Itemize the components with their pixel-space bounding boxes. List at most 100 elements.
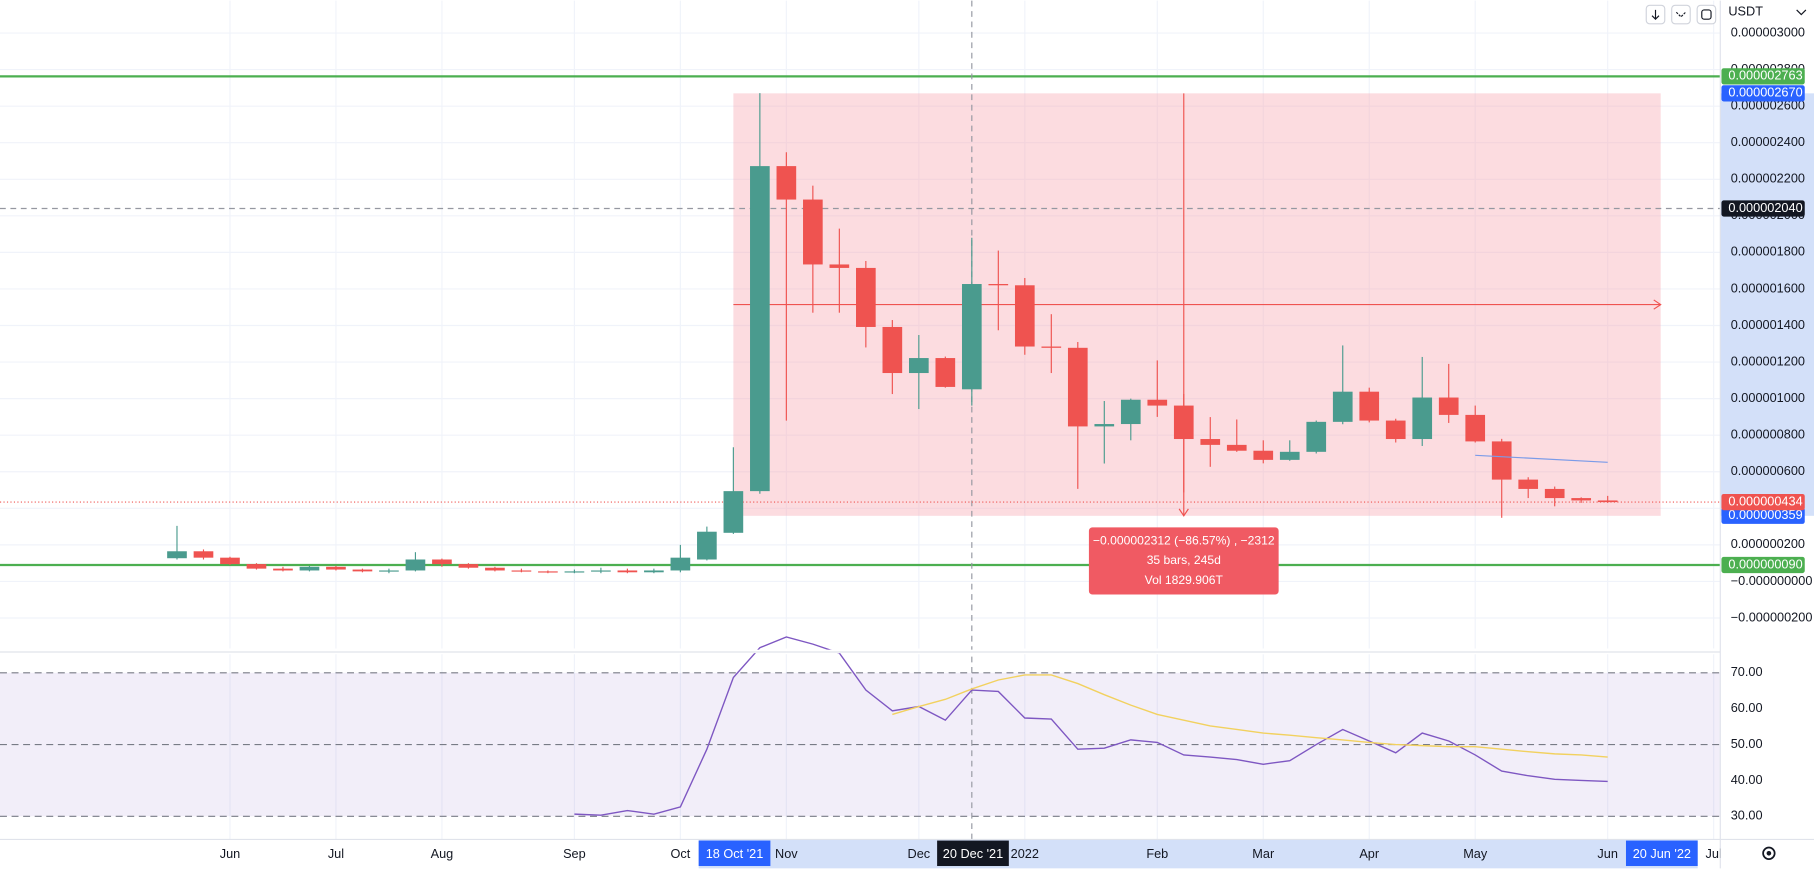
candle-body: [1253, 450, 1274, 460]
y-tick-label: 0.000001000: [1731, 390, 1805, 405]
currency-label: USDT: [1728, 4, 1763, 19]
price-label-bg: [1721, 85, 1805, 102]
x-tick-label: Nov: [775, 846, 798, 861]
candle-body: [432, 559, 452, 565]
candle-body: [1173, 405, 1194, 440]
candle-body: [511, 570, 532, 572]
time-label-bg: [698, 840, 771, 867]
price-label-bg: [1721, 494, 1805, 511]
candle-body: [1544, 488, 1565, 499]
candle-body: [167, 551, 187, 559]
time-label: 18 Oct '21: [706, 846, 764, 861]
grid: [0, 0, 1721, 840]
y-tick-label: −0.000000000: [1731, 573, 1813, 588]
x-tick-label: Dec: [908, 846, 931, 861]
candle-body: [1385, 420, 1406, 440]
price-label: 0.000000090: [1728, 556, 1802, 571]
menu-arrow[interactable]: [1796, 9, 1807, 16]
candle-body: [299, 566, 320, 571]
x-tick-label: Jun: [220, 846, 241, 861]
candle-body: [1465, 414, 1486, 442]
price-label-bg: [1721, 556, 1805, 574]
candle-body: [1226, 444, 1247, 451]
candle-body: [961, 284, 982, 390]
icon: [1766, 850, 1772, 856]
arrow-head: [1653, 299, 1662, 310]
icon: [1651, 9, 1660, 20]
settings-button[interactable]: [1762, 846, 1776, 860]
candle-body: [1597, 500, 1618, 503]
candle-body: [220, 557, 240, 565]
x-tick-label: Aug: [431, 846, 454, 861]
candle-body: [1491, 441, 1512, 480]
candle-body: [273, 568, 293, 571]
candle-body: [1438, 397, 1459, 415]
rsi-tick-label: 70.00: [1731, 664, 1763, 679]
candle-body: [935, 358, 956, 387]
rsi-tick-label: 40.00: [1731, 772, 1763, 787]
y-tick-label: −0.000000200: [1731, 609, 1813, 624]
price-label: 0.000002763: [1728, 68, 1802, 83]
candle-body: [723, 491, 744, 533]
candle-body: [564, 571, 585, 573]
price-label: 0.000000359: [1728, 507, 1802, 522]
measure-text: −0.000002312 (−86.57%) , −2312: [1093, 533, 1275, 547]
candle-body: [1359, 391, 1380, 421]
x-tick-label: Oct: [670, 846, 690, 861]
x-tick-label: Jul: [1706, 846, 1722, 861]
candle-body: [591, 570, 611, 572]
candle-body: [1120, 399, 1141, 425]
candle-body: [750, 166, 770, 492]
y-tick-label: 0.000001600: [1731, 280, 1805, 295]
rsi-line: [574, 636, 1608, 816]
candle-body: [803, 199, 823, 265]
rsi-tick-label: 50.00: [1731, 736, 1763, 751]
rsi-tick-label: 60.00: [1731, 700, 1763, 715]
candle-body: [776, 166, 797, 200]
candle-body: [246, 564, 267, 569]
y-tick-label: 0.000002400: [1731, 134, 1805, 149]
candle-body: [458, 564, 479, 568]
candle-body: [1279, 451, 1300, 460]
button-expand[interactable]: [1671, 4, 1691, 25]
price-range-highlight: [1720, 93, 1814, 516]
icon: [1675, 11, 1686, 18]
candle-body: [352, 569, 373, 572]
price-label: 0.000000434: [1728, 493, 1802, 508]
candle-body: [617, 570, 638, 573]
time-label: 20 Jun '22: [1633, 846, 1691, 861]
price-label: 0.000002040: [1728, 200, 1802, 215]
price-label-bg: [1721, 507, 1805, 524]
candle-body: [1200, 439, 1221, 445]
icon: [1701, 9, 1712, 20]
candle-body: [485, 567, 505, 571]
candle-body: [1306, 421, 1327, 452]
arrow-head: [1178, 508, 1189, 517]
time-label: 20 Dec '21: [943, 846, 1003, 861]
x-tick-label: Mar: [1252, 846, 1275, 861]
candle-body: [908, 358, 929, 374]
candle-body: [1094, 424, 1115, 427]
trend-line: [1475, 454, 1608, 463]
candle-body: [1067, 347, 1088, 427]
toolbar[interactable]: [1645, 4, 1807, 860]
x-tick-label: Sep: [563, 846, 586, 861]
y-tick-label: 0.000000600: [1731, 463, 1805, 478]
candle-body: [697, 531, 717, 560]
candle-body: [644, 570, 664, 573]
x-tick-label: Jul: [328, 846, 344, 861]
candle-body: [1147, 399, 1168, 406]
y-tick-label: 0.000000200: [1731, 536, 1805, 551]
candle-body: [829, 264, 850, 268]
x-tick-label: 2022: [1011, 846, 1039, 861]
x-tick-label: May: [1463, 846, 1488, 861]
candle-body: [1041, 346, 1062, 348]
candle-body: [1518, 479, 1539, 489]
x-tick-label: Feb: [1146, 846, 1168, 861]
rsi-line: [892, 674, 1608, 758]
candle-body: [1412, 397, 1433, 440]
button-reset[interactable]: [1696, 4, 1717, 25]
